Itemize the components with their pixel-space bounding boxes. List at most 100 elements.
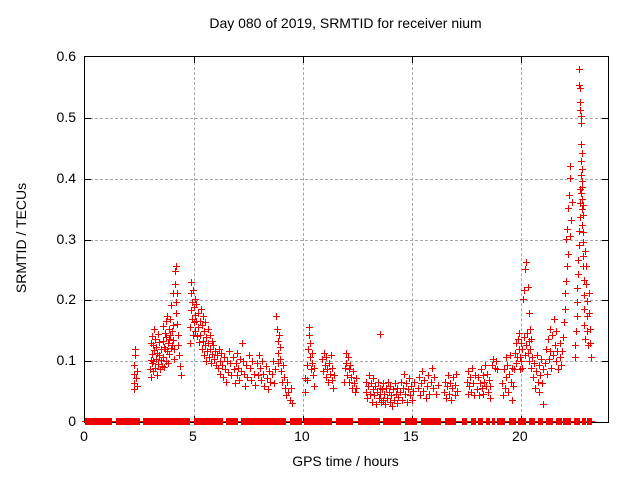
data-point-marker (377, 331, 385, 338)
data-point-marker (172, 281, 180, 289)
data-point-marker (479, 372, 487, 380)
data-point-marker (197, 305, 205, 313)
data-point-marker (212, 348, 219, 355)
y-tick-mark-left (85, 117, 91, 119)
data-point-marker (450, 374, 458, 382)
data-point-marker (578, 177, 586, 185)
data-point-marker (280, 362, 288, 369)
data-point-marker (588, 354, 596, 362)
data-point-marker (386, 398, 394, 406)
x-tick-label: 15 (403, 428, 419, 444)
data-point-marker (269, 358, 277, 366)
data-point-marker (348, 374, 356, 382)
data-point-marker (567, 174, 574, 182)
data-point-marker (220, 374, 227, 382)
data-point-marker (327, 352, 335, 360)
y-tick-mark-right (602, 178, 608, 180)
data-point-marker (207, 360, 215, 368)
data-point-marker (402, 380, 410, 388)
data-point-marker (207, 346, 215, 354)
data-point-marker (346, 378, 354, 386)
data-point-marker (565, 250, 573, 258)
data-point-marker (579, 222, 587, 230)
data-point-marker (499, 392, 507, 400)
data-point-marker (150, 325, 158, 333)
data-point-marker (432, 390, 440, 398)
data-point-marker (454, 387, 462, 395)
data-point-marker (515, 335, 523, 343)
data-point-marker (255, 352, 263, 360)
data-point-marker (397, 418, 405, 425)
data-point-marker (148, 374, 156, 382)
data-point-marker (155, 338, 163, 346)
data-point-marker (545, 355, 553, 363)
data-point-marker (304, 362, 312, 369)
data-point-marker (578, 206, 586, 214)
data-point-marker (528, 335, 536, 343)
data-point-marker (369, 386, 377, 394)
data-point-marker (471, 392, 479, 400)
data-point-marker (522, 265, 530, 273)
data-point-marker (288, 384, 295, 392)
data-point-marker (200, 313, 207, 321)
data-point-marker (521, 418, 529, 425)
data-point-marker (381, 390, 389, 398)
data-point-marker (576, 84, 584, 92)
data-point-marker (327, 418, 335, 425)
data-point-marker (543, 370, 551, 378)
y-tick-mark-left (85, 300, 91, 302)
data-point-marker (171, 267, 179, 275)
data-point-marker (557, 340, 565, 348)
data-point-marker (534, 378, 542, 386)
data-point-marker (427, 378, 435, 386)
data-point-marker (259, 358, 266, 366)
data-point-marker (581, 321, 589, 329)
data-point-marker (524, 284, 532, 292)
data-point-marker (549, 331, 557, 339)
data-point-marker (192, 328, 200, 335)
data-point-marker (206, 331, 214, 339)
data-point-marker (311, 364, 319, 372)
data-point-marker (305, 346, 312, 354)
data-point-marker (189, 331, 197, 339)
data-point-marker (187, 323, 195, 331)
data-point-marker (547, 348, 555, 355)
data-point-marker (587, 340, 595, 348)
data-point-marker (155, 360, 163, 368)
data-point-marker (347, 362, 355, 369)
data-point-marker (384, 378, 392, 386)
data-point-marker (405, 375, 413, 383)
data-point-marker (526, 325, 534, 333)
data-point-marker (577, 112, 585, 120)
data-point-marker (580, 276, 588, 284)
data-point-marker (532, 384, 540, 392)
data-point-marker (391, 380, 399, 388)
data-point-marker (192, 301, 200, 309)
x-tick-mark-top (302, 57, 304, 63)
data-point-marker (154, 331, 162, 338)
x-tick-mark-top (520, 57, 522, 63)
data-point-marker (378, 386, 386, 394)
data-point-marker (284, 378, 292, 386)
data-point-marker (161, 363, 169, 371)
data-point-marker (528, 354, 536, 362)
data-point-marker (161, 329, 169, 337)
data-point-marker (168, 328, 176, 335)
data-point-marker (506, 352, 514, 360)
data-point-marker (502, 354, 510, 362)
data-point-marker (562, 235, 570, 243)
data-point-marker (136, 418, 144, 425)
data-point-marker (586, 309, 594, 317)
data-point-marker (578, 157, 586, 165)
data-point-marker (246, 364, 254, 372)
data-point-marker (580, 252, 587, 260)
data-point-marker (539, 380, 547, 388)
data-point-marker (516, 329, 524, 337)
data-point-marker (242, 382, 250, 390)
data-point-marker (185, 418, 193, 425)
data-point-marker (468, 388, 475, 396)
data-point-marker (505, 388, 513, 396)
horizontal-gridline (85, 300, 608, 302)
data-point-marker (285, 388, 293, 396)
data-point-marker (352, 375, 360, 383)
